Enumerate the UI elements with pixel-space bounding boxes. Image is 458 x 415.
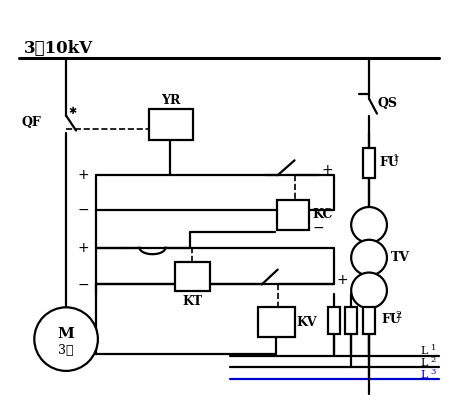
Text: KT: KT [182, 295, 202, 308]
Circle shape [351, 240, 387, 276]
Bar [277, 200, 310, 230]
Circle shape [351, 273, 387, 308]
Text: FU: FU [381, 313, 401, 326]
Text: +: + [77, 168, 89, 182]
Text: 3: 3 [431, 368, 436, 376]
Bar [258, 308, 294, 337]
Text: L: L [421, 358, 428, 368]
Bar [363, 308, 375, 334]
Text: +: + [77, 241, 89, 255]
Text: KC: KC [312, 208, 333, 222]
Bar [175, 261, 210, 291]
Text: L: L [421, 346, 428, 356]
Text: L: L [421, 370, 428, 380]
Text: QF: QF [22, 116, 41, 129]
Text: −: − [77, 203, 89, 217]
Text: 1: 1 [393, 154, 399, 163]
Text: 3～10kV: 3～10kV [23, 39, 93, 56]
Text: FU: FU [379, 156, 399, 169]
Text: 1: 1 [431, 344, 436, 352]
Bar [345, 308, 357, 334]
Text: QS: QS [377, 97, 397, 110]
Text: 3～: 3～ [58, 344, 74, 356]
Text: ✱: ✱ [68, 106, 76, 116]
Text: +: + [336, 273, 348, 286]
Text: 2: 2 [431, 356, 436, 364]
Bar [148, 109, 193, 140]
Bar [363, 149, 375, 178]
Text: −: − [77, 278, 89, 291]
Circle shape [351, 207, 387, 243]
Text: YR: YR [161, 94, 180, 107]
Circle shape [34, 308, 98, 371]
Text: −: − [312, 221, 324, 235]
Text: +: + [322, 163, 333, 177]
Text: TV: TV [391, 251, 410, 264]
Text: KV: KV [296, 316, 317, 329]
Text: M: M [58, 327, 75, 341]
Bar [328, 308, 340, 334]
Text: 2: 2 [395, 311, 401, 320]
